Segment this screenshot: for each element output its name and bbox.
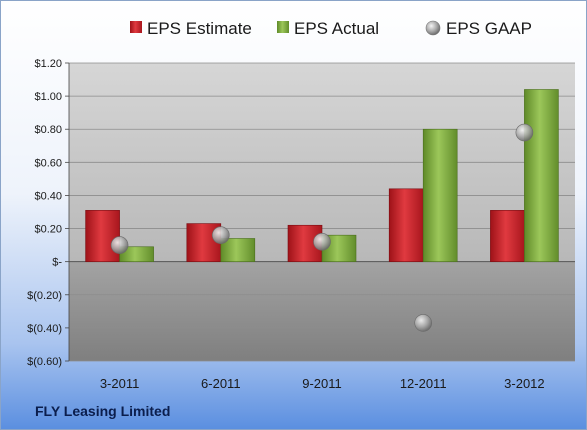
legend-label-actual: EPS Actual [294,19,379,38]
company-name: FLY Leasing Limited [35,403,171,419]
gaap-point [414,314,433,332]
y-tick-label: $0.40 [34,190,62,202]
legend-label-gaap: EPS GAAP [446,19,532,38]
gaap-points [110,123,534,332]
estimate-bar [287,224,323,262]
y-tick-label: $- [52,257,62,269]
x-tick-label: 3-2012 [504,376,544,391]
y-tick-label: $0.20 [34,224,62,236]
legend-swatch-estimate [130,21,142,33]
x-tick-label: 6-2011 [201,376,241,391]
plot-area-negative [69,261,575,361]
y-axis: $1.20 $1.00 $0.80 $0.60 $0.40 $0.20 $- $(0.20) $… [27,58,70,368]
legend-swatch-actual [277,21,289,33]
x-tick-label: 9-2011 [302,376,342,391]
y-tick-label: $(0.20) [27,290,62,302]
bars [85,89,559,262]
estimate-bar [388,188,424,262]
legend-swatch-gaap [425,20,441,36]
actual-bar [119,246,154,262]
gaap-point [313,233,331,251]
legend: EPS Estimate EPS Actual EPS GAAP [130,19,532,38]
y-tick-label: $(0.40) [27,323,62,335]
legend-label-estimate: EPS Estimate [147,19,252,38]
y-tick-label: $(0.60) [27,356,62,368]
y-tick-label: $1.20 [34,58,62,70]
x-axis: 3-2011 6-2011 9-2011 12-2011 3-2012 [100,376,545,391]
gaap-point [110,236,129,254]
y-tick-label: $0.80 [34,124,62,136]
estimate-bar [490,210,525,262]
actual-bar [524,89,559,262]
actual-bar [220,238,256,262]
x-tick-label: 12-2011 [400,376,447,391]
x-tick-label: 3-2011 [100,376,140,391]
estimate-bar [85,210,120,262]
gaap-point [212,226,230,244]
y-tick-label: $1.00 [34,91,62,103]
actual-bar [422,128,458,262]
gaap-point [515,123,534,142]
y-tick-label: $0.60 [34,157,62,169]
